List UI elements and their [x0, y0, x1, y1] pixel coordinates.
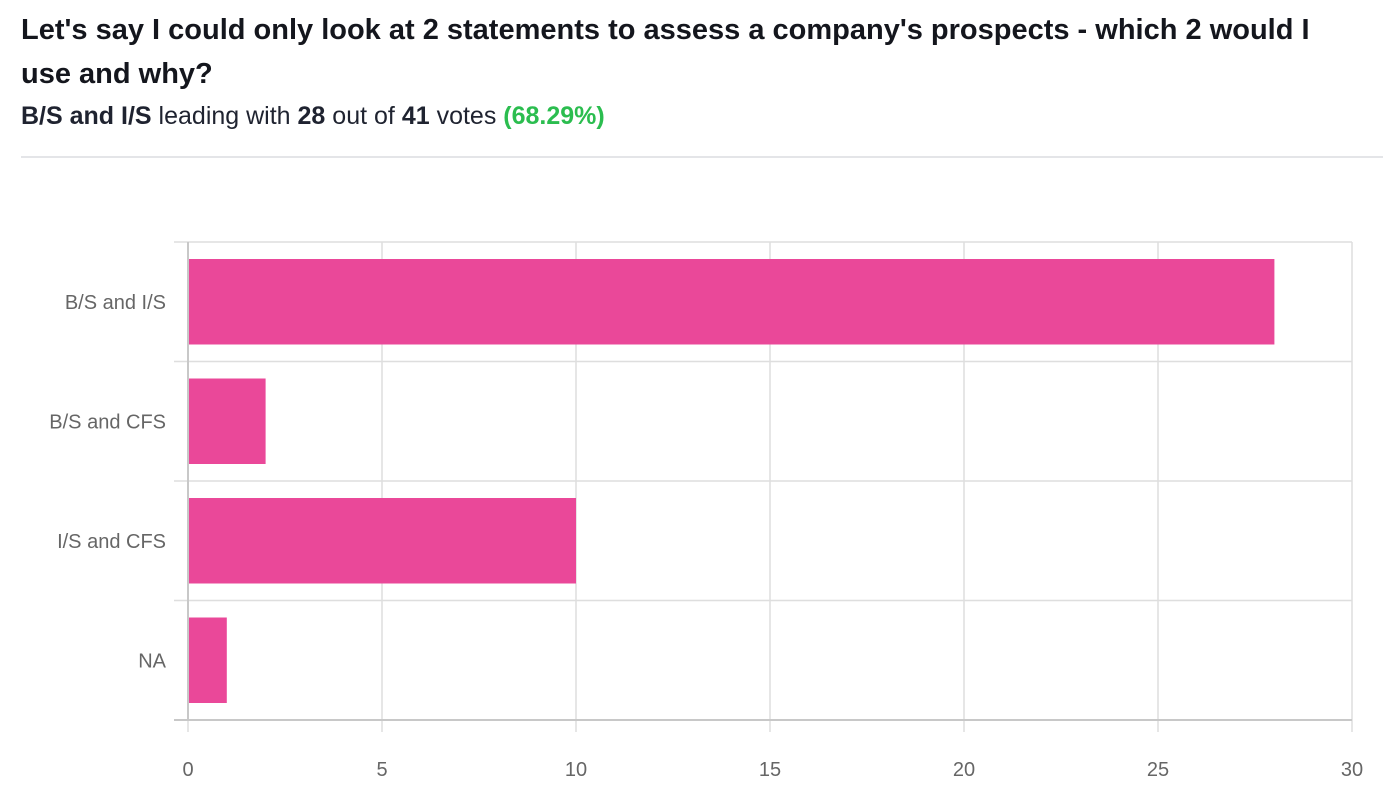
poll-header: Let's say I could only look at 2 stateme…: [21, 8, 1361, 134]
out-of-text: out of: [332, 102, 395, 130]
leader-vote-count: 28: [297, 102, 326, 130]
total-vote-count: 41: [401, 102, 430, 130]
category-label: B/S and CFS: [49, 411, 166, 433]
x-tick-label: 25: [1147, 759, 1169, 781]
poll-title: Let's say I could only look at 2 stateme…: [21, 14, 1310, 90]
votes-text: votes: [436, 102, 497, 130]
bars: [189, 259, 1275, 703]
poll-summary: B/S and I/S leading with 28 out of 41 vo…: [21, 98, 1361, 134]
leading-with-text: leading with: [158, 102, 291, 130]
bar: [189, 617, 227, 703]
category-label: NA: [138, 650, 166, 672]
header-divider: [21, 156, 1383, 158]
bar: [189, 498, 576, 584]
bar: [189, 378, 266, 464]
leader-option: B/S and I/S: [21, 102, 152, 130]
bar: [189, 259, 1275, 345]
tick-labels: 0 5 10 15 20 25 30 B/S and I/S B/S and CFS I/S an…: [49, 292, 1363, 781]
x-tick-label: 20: [953, 759, 975, 781]
x-tick-label: 10: [565, 759, 587, 781]
x-tick-label: 5: [376, 759, 387, 781]
axes: [174, 242, 1352, 721]
x-tick-label: 0: [182, 759, 193, 781]
category-label: I/S and CFS: [57, 531, 166, 553]
x-tick-label: 30: [1341, 759, 1363, 781]
category-label: B/S and I/S: [65, 292, 166, 314]
x-tick-label: 15: [759, 759, 781, 781]
leader-percent: (68.29%): [503, 102, 605, 130]
